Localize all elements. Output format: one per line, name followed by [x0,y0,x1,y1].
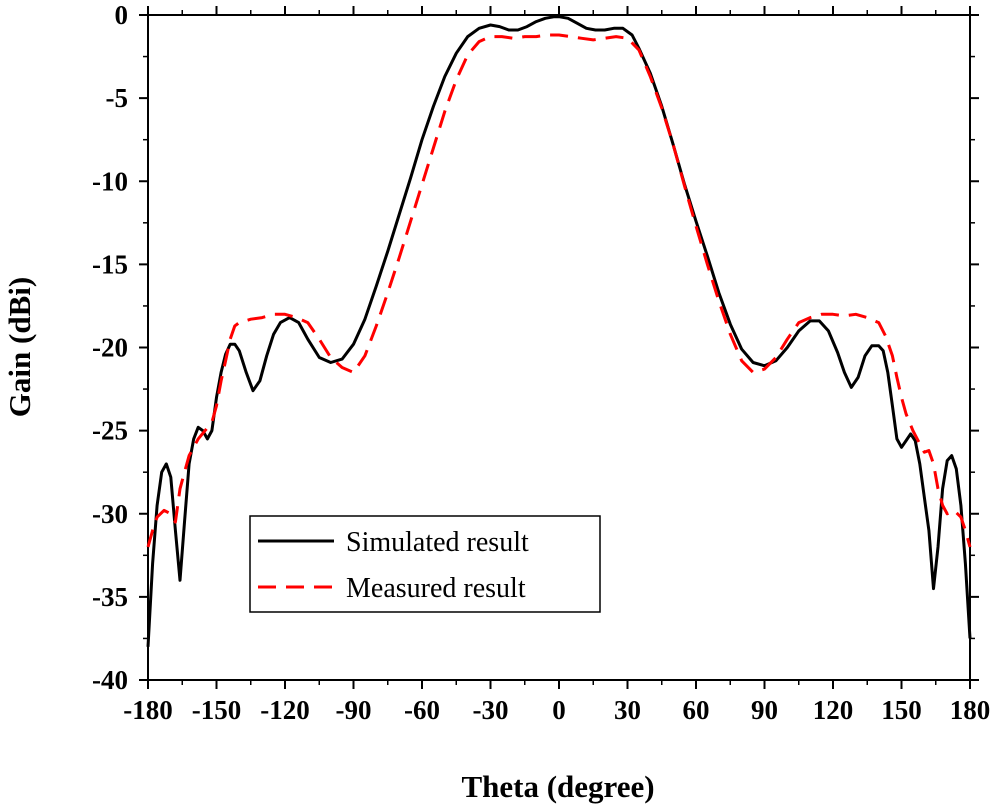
legend-box [249,515,601,613]
y-tick-label: -5 [106,83,129,113]
legend: Simulated result Measured result [249,515,601,613]
y-tick-label: -20 [92,333,128,363]
x-tick-label: -180 [123,695,173,725]
axes: -180 -150 -120 -90 -60 -30 0 30 60 90 120 150 180 0 -5… [92,0,990,725]
y-tick-label: 0 [115,0,129,30]
legend-label-measured: Measured result [346,573,526,604]
x-tick-label: -30 [473,695,509,725]
x-axis-title: Theta (degree) [461,769,654,804]
y-tick-label: -10 [92,166,128,196]
x-tick-label: 60 [683,695,710,725]
series-line-simulated [146,15,972,647]
x-tick-label: -120 [260,695,310,725]
x-tick-label: 0 [552,695,566,725]
y-tick-label: -40 [92,665,128,695]
legend-label-simulated: Simulated result [346,527,529,558]
x-tick-label: 90 [751,695,778,725]
x-tick-label: -90 [336,695,372,725]
y-tick-label: -25 [92,416,128,446]
series-line-measured [146,33,972,548]
y-tick-label: -35 [92,582,128,612]
series-layer [146,15,972,647]
x-tick-label: -60 [404,695,440,725]
y-axis-title: Gain (dBi) [2,277,37,417]
x-tick-label: 150 [881,695,922,725]
x-tick-label: 120 [813,695,854,725]
x-tick-label: 30 [614,695,641,725]
x-tick-label: -150 [192,695,242,725]
y-tick-label: -15 [92,249,128,279]
y-tick-label: -30 [92,499,128,529]
x-tick-label: 180 [950,695,991,725]
